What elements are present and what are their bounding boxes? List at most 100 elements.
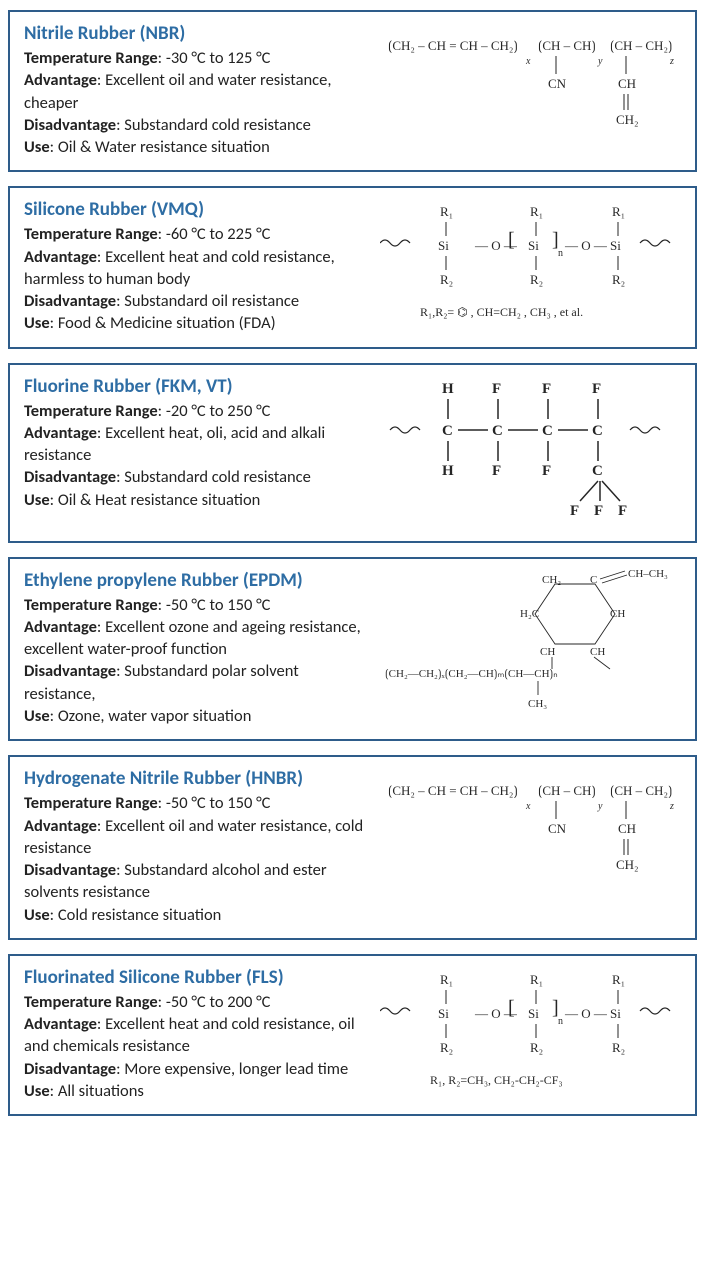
svg-text:R₂: R₂ <box>530 1040 543 1055</box>
card-title: Fluorinated Silicone Rubber (FLS) <box>24 966 369 989</box>
svg-text:F: F <box>570 503 579 519</box>
svg-text:x: x <box>525 801 531 812</box>
svg-text:CH₂: CH₂ <box>616 857 639 872</box>
svg-text:C: C <box>592 423 603 439</box>
card-use: Use: Food & Medicine situation (FDA) <box>24 312 369 334</box>
svg-text:F: F <box>542 381 551 397</box>
svg-text:R₂: R₂ <box>440 272 453 287</box>
card-title: Hydrogenate Nitrile Rubber (HNBR) <box>24 767 369 790</box>
card-text-block: Silicone Rubber (VMQ) Temperature Range:… <box>24 198 369 334</box>
card-use: Use: Oil & Water resistance situation <box>24 136 369 158</box>
card-use: Use: Ozone, water vapor situation <box>24 705 369 727</box>
svg-text:F: F <box>592 381 601 397</box>
svg-text:⟮CH₂ – CH = CH – CH₂⟯: ⟮CH₂ – CH = CH – CH₂⟯ <box>388 783 518 798</box>
rubber-card: Nitrile Rubber (NBR) Temperature Range: … <box>8 10 697 172</box>
card-title: Nitrile Rubber (NBR) <box>24 22 369 45</box>
svg-text:⟮CH₂ – CH = CH – CH₂⟯: ⟮CH₂ – CH = CH – CH₂⟯ <box>388 38 518 53</box>
svg-text:Si: Si <box>528 1006 539 1021</box>
chemical-structure-diagram: R₁R₁R₁ Si— O — Si— O — Si R₂R₂R₂ [ ] n R… <box>379 966 681 1100</box>
svg-text:[: [ <box>508 229 515 251</box>
rubber-card: Hydrogenate Nitrile Rubber (HNBR) Temper… <box>8 755 697 940</box>
card-text-block: Ethylene propylene Rubber (EPDM) Tempera… <box>24 569 369 728</box>
card-title: Fluorine Rubber (FKM, VT) <box>24 375 369 398</box>
svg-text:CH₃: CH₃ <box>528 698 547 710</box>
svg-text:CH–CH₃: CH–CH₃ <box>628 569 668 580</box>
svg-text:⟮CH₂—CH₂⟯ₓ⟮CH₂—CH⟯ₘ⟮CH—CH⟯ₙ: ⟮CH₂—CH₂⟯ₓ⟮CH₂—CH⟯ₘ⟮CH—CH⟯ₙ <box>385 668 558 680</box>
card-title: Ethylene propylene Rubber (EPDM) <box>24 569 369 592</box>
card-use: Use: Cold resistance situation <box>24 904 369 926</box>
svg-text:CN: CN <box>548 76 567 91</box>
svg-text:R₂: R₂ <box>440 1040 453 1055</box>
svg-text:— O —: — O — <box>564 238 608 253</box>
chemical-structure-diagram: HFFF C C C C HFFC FFF <box>379 375 681 529</box>
svg-text:R₁: R₁ <box>440 972 453 987</box>
svg-text:z: z <box>669 56 674 67</box>
svg-text:— O —: — O — <box>564 1006 608 1021</box>
card-advantage: Advantage: Excellent oil and water resis… <box>24 69 369 114</box>
chemical-structure-diagram: CH₂C CH CHCH H₂C CH–CH₃ ⟮CH₂—CH₂⟯ₓ⟮CH₂—C… <box>379 569 681 723</box>
svg-text:H: H <box>442 381 454 397</box>
svg-text:C: C <box>442 423 453 439</box>
svg-text:H₂C: H₂C <box>520 608 539 620</box>
svg-text:CH₂: CH₂ <box>616 112 639 127</box>
svg-text:x: x <box>525 56 531 67</box>
card-advantage: Advantage: Excellent ozone and ageing re… <box>24 616 369 661</box>
svg-text:R₁,R₂= ⌬ , CH=CH₂ , CH₃ , et a: R₁,R₂= ⌬ , CH=CH₂ , CH₃ , et al. <box>420 305 583 319</box>
rubber-card: Fluorine Rubber (FKM, VT) Temperature Ra… <box>8 363 697 543</box>
card-advantage: Advantage: Excellent heat and cold resis… <box>24 1013 369 1058</box>
chemical-structure-diagram: R₁R₁R₁ Si— O — Si— O — Si R₂R₂R₂ [ ] n R… <box>379 198 681 332</box>
svg-text:z: z <box>669 801 674 812</box>
svg-text:C: C <box>542 423 553 439</box>
svg-text:CN: CN <box>548 821 567 836</box>
card-temperature: Temperature Range: -50 °C to 150 °C <box>24 594 369 616</box>
svg-text:F: F <box>492 381 501 397</box>
svg-text:F: F <box>542 463 551 479</box>
card-temperature: Temperature Range: -60 °C to 225 °C <box>24 223 369 245</box>
card-disadvantage: Disadvantage: Substandard alcohol and es… <box>24 859 369 904</box>
chemical-structure-diagram: ⟮CH₂ – CH = CH – CH₂⟯ ⟮CH – CH⟯ ⟮CH – CH… <box>379 22 681 156</box>
svg-text:CH: CH <box>540 646 555 658</box>
card-temperature: Temperature Range: -50 °C to 150 °C <box>24 792 369 814</box>
svg-text:C: C <box>590 574 597 586</box>
chemical-structure-diagram: ⟮CH₂ – CH = CH – CH₂⟯ ⟮CH – CH⟯ ⟮CH – CH… <box>379 767 681 901</box>
svg-text:Si: Si <box>610 238 621 253</box>
svg-text:Si: Si <box>438 238 449 253</box>
card-disadvantage: Disadvantage: Substandard cold resistanc… <box>24 466 369 488</box>
svg-text:R₁: R₁ <box>530 972 543 987</box>
svg-text:Si: Si <box>528 238 539 253</box>
svg-text:R₁, R₂=CH₃, CH₂-CH₂-CF₃: R₁, R₂=CH₃, CH₂-CH₂-CF₃ <box>430 1073 563 1087</box>
svg-text:y: y <box>597 801 603 812</box>
rubber-cards-container: Nitrile Rubber (NBR) Temperature Range: … <box>8 10 697 1116</box>
svg-text:R₁: R₁ <box>440 204 453 219</box>
svg-text:Si: Si <box>610 1006 621 1021</box>
card-text-block: Fluorine Rubber (FKM, VT) Temperature Ra… <box>24 375 369 511</box>
svg-text:[: [ <box>508 997 515 1019</box>
card-title: Silicone Rubber (VMQ) <box>24 198 369 221</box>
svg-text:R₁: R₁ <box>612 972 625 987</box>
svg-text:R₂: R₂ <box>530 272 543 287</box>
svg-text:y: y <box>597 56 603 67</box>
svg-text:H: H <box>442 463 454 479</box>
svg-text:⟮CH – CH₂⟯: ⟮CH – CH₂⟯ <box>610 783 672 798</box>
rubber-card: Ethylene propylene Rubber (EPDM) Tempera… <box>8 557 697 742</box>
svg-text:Si: Si <box>438 1006 449 1021</box>
svg-text:CH₂: CH₂ <box>542 574 561 586</box>
svg-text:F: F <box>618 503 627 519</box>
card-use: Use: Oil & Heat resistance situation <box>24 489 369 511</box>
svg-text:n: n <box>558 248 563 259</box>
svg-text:CH: CH <box>618 76 636 91</box>
card-temperature: Temperature Range: -30 °C to 125 °C <box>24 47 369 69</box>
svg-text:F: F <box>594 503 603 519</box>
card-text-block: Fluorinated Silicone Rubber (FLS) Temper… <box>24 966 369 1102</box>
svg-text:R₂: R₂ <box>612 272 625 287</box>
card-disadvantage: Disadvantage: Substandard cold resistanc… <box>24 114 369 136</box>
card-disadvantage: Disadvantage: Substandard polar solvent … <box>24 660 369 705</box>
svg-text:⟮CH – CH⟯: ⟮CH – CH⟯ <box>538 38 596 53</box>
card-disadvantage: Disadvantage: More expensive, longer lea… <box>24 1058 369 1080</box>
card-disadvantage: Disadvantage: Substandard oil resistance <box>24 290 369 312</box>
rubber-card: Silicone Rubber (VMQ) Temperature Range:… <box>8 186 697 348</box>
svg-text:R₁: R₁ <box>530 204 543 219</box>
svg-text:CH: CH <box>618 821 636 836</box>
svg-text:CH: CH <box>610 608 625 620</box>
card-text-block: Nitrile Rubber (NBR) Temperature Range: … <box>24 22 369 158</box>
